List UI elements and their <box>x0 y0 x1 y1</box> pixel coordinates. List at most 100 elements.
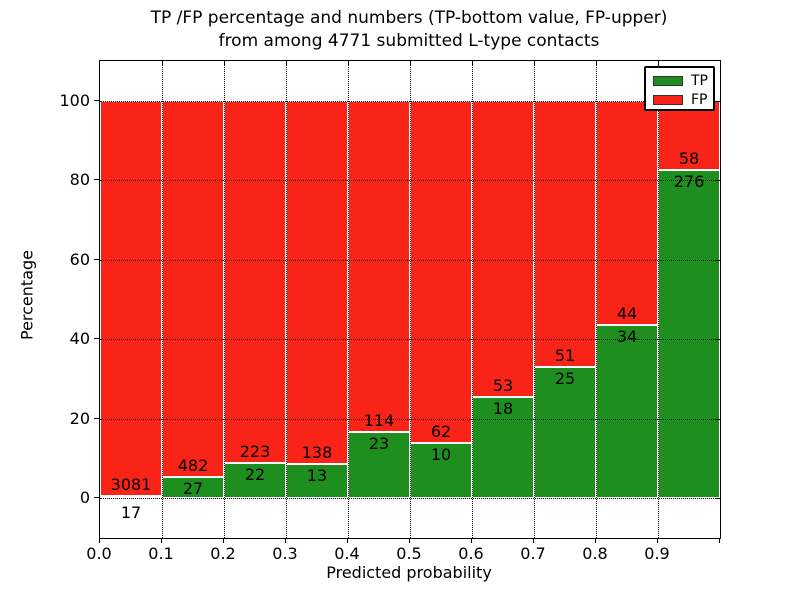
v-gridline <box>471 61 473 538</box>
y-tick-mark-right <box>715 100 720 102</box>
x-tick-mark-top <box>657 61 659 66</box>
x-tick-label: 0.2 <box>210 544 236 563</box>
y-tick-label: 100 <box>59 90 90 110</box>
tp-bar-segment <box>658 169 720 499</box>
tp-bar-segment <box>472 397 534 499</box>
fp-bar-segment <box>596 100 658 325</box>
x-tick-label: 0.6 <box>458 544 484 563</box>
legend-swatch-fp-icon <box>653 95 683 105</box>
y-tick-mark <box>94 99 99 101</box>
legend-item-tp: TP <box>653 72 713 90</box>
v-gridline <box>285 61 287 538</box>
v-gridline <box>347 61 349 538</box>
x-tick-mark <box>161 538 162 543</box>
x-tick-mark-top <box>595 61 597 66</box>
x-tick-label: 0.8 <box>582 544 608 563</box>
fp-bar-segment <box>348 100 410 432</box>
legend: TP FP <box>644 66 715 111</box>
v-gridline <box>223 61 225 538</box>
tp-count-label: 276 <box>673 171 705 191</box>
x-tick-mark-top <box>223 61 225 66</box>
x-tick-label: 0.0 <box>86 544 112 563</box>
fp-bar-segment <box>286 100 348 465</box>
v-gridline <box>595 61 597 538</box>
fp-bar-segment <box>162 100 224 478</box>
x-tick-mark-top <box>533 61 535 66</box>
x-tick-mark <box>533 538 534 543</box>
x-tick-mark-top <box>161 61 163 66</box>
x-tick-mark-top <box>471 61 473 66</box>
tp-count-label: 27 <box>182 479 204 499</box>
legend-label-tp: TP <box>691 73 708 89</box>
x-tick-label: 0.5 <box>396 544 422 563</box>
tp-count-label: 13 <box>306 466 328 486</box>
fp-count-label: 44 <box>616 303 638 323</box>
tp-bar-segment <box>534 367 596 499</box>
x-tick-mark <box>99 538 100 543</box>
x-tick-mark <box>223 538 224 543</box>
fp-count-label: 114 <box>363 410 395 430</box>
x-tick-mark <box>409 538 410 543</box>
fp-bar-segment <box>534 100 596 368</box>
legend-swatch-tp-icon <box>653 76 683 86</box>
y-tick-mark-right <box>715 498 720 500</box>
x-tick-label: 0.7 <box>520 544 546 563</box>
y-tick-mark <box>94 258 99 260</box>
fp-count-label: 3081 <box>110 475 152 495</box>
y-tick-label: 0 <box>79 488 90 508</box>
y-tick-mark <box>94 497 99 499</box>
fp-count-label: 58 <box>678 148 700 168</box>
tp-count-label: 25 <box>554 369 576 389</box>
x-tick-mark <box>595 538 596 543</box>
v-gridline <box>409 61 411 538</box>
tp-count-label: 22 <box>244 464 266 484</box>
fp-bar-segment <box>472 100 534 398</box>
fp-bar-segment <box>224 100 286 463</box>
tp-count-label: 34 <box>616 326 638 346</box>
y-tick-mark-right <box>715 259 720 261</box>
tp-bar-segment <box>596 324 658 499</box>
legend-label-fp: FP <box>691 92 708 108</box>
fp-count-label: 482 <box>177 456 209 476</box>
y-tick-label: 60 <box>69 249 90 269</box>
tp-bar-segment <box>410 443 472 499</box>
tp-count-label: 17 <box>120 503 142 523</box>
x-tick-mark-top <box>409 61 411 66</box>
fp-bar-segment <box>658 100 720 170</box>
x-tick-label: 0.1 <box>148 544 174 563</box>
v-gridline <box>533 61 535 538</box>
fp-bar-segment <box>410 100 472 444</box>
y-tick-label: 20 <box>69 408 90 428</box>
fp-bar-segment <box>100 100 162 497</box>
chart-title-line-2: from among 4771 submitted L-type contact… <box>218 31 600 51</box>
legend-item-fp: FP <box>653 91 713 109</box>
x-tick-mark <box>657 538 658 543</box>
x-axis-title: Predicted probability <box>326 563 492 582</box>
x-tick-mark <box>471 538 472 543</box>
plot-area: 3081 17 482 27 223 22 138 13 114 23 62 10 53 18 51 25 44… <box>99 60 721 539</box>
y-tick-mark <box>94 417 99 419</box>
fp-count-label: 138 <box>301 443 333 463</box>
x-tick-mark-top <box>285 61 287 66</box>
tp-count-label: 18 <box>492 399 514 419</box>
x-tick-mark <box>719 538 720 543</box>
fp-count-label: 51 <box>554 346 576 366</box>
fp-count-label: 223 <box>239 441 271 461</box>
tp-count-label: 10 <box>430 445 452 465</box>
y-tick-mark-right <box>715 418 720 420</box>
y-tick-mark <box>94 338 99 340</box>
chart-title-line-1: TP /FP percentage and numbers (TP-bottom… <box>150 8 668 28</box>
chart-title: TP /FP percentage and numbers (TP-bottom… <box>99 7 719 53</box>
x-tick-mark-top <box>347 61 349 66</box>
y-axis-title: Percentage <box>17 249 37 341</box>
tp-bar-segment <box>348 431 410 499</box>
x-tick-mark <box>285 538 286 543</box>
y-tick-label: 80 <box>69 170 90 190</box>
v-gridline <box>161 61 163 538</box>
y-tick-mark-right <box>715 180 720 182</box>
y-tick-mark-right <box>715 339 720 341</box>
x-tick-mark <box>347 538 348 543</box>
tp-count-label: 23 <box>368 433 390 453</box>
x-tick-label: 0.9 <box>644 544 670 563</box>
